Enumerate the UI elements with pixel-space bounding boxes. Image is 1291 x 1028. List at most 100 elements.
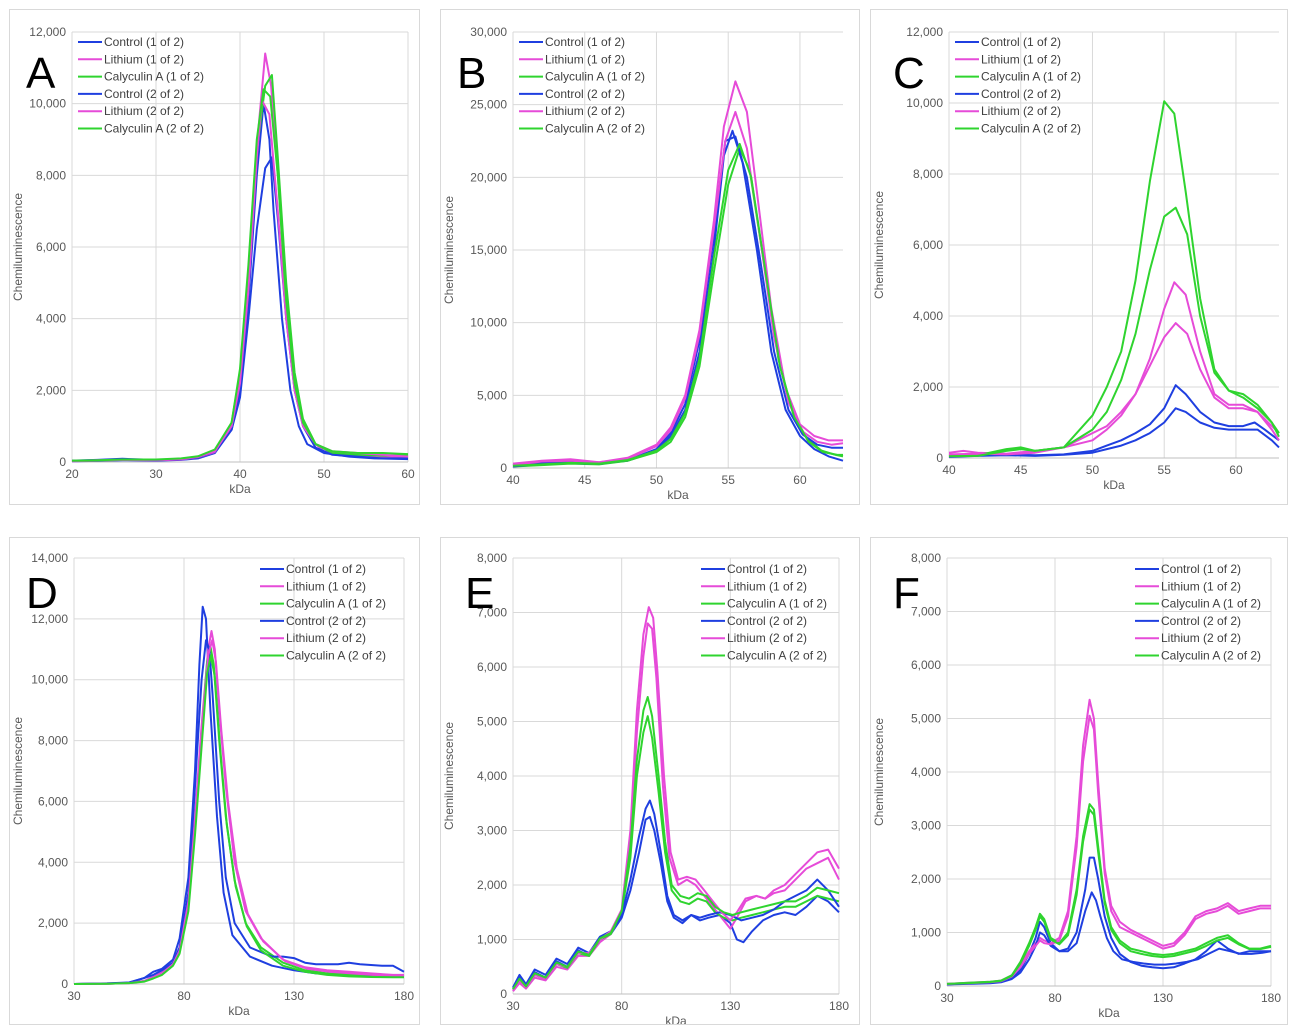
legend-entry: Control (2 of 2) [286, 614, 366, 628]
x-tick-label: 180 [394, 989, 414, 1003]
legend-entry: Control (1 of 2) [545, 35, 625, 49]
panel-letter: E [465, 569, 494, 618]
series-line [946, 808, 1272, 985]
y-tick-label: 10,000 [31, 673, 68, 687]
y-tick-label: 15,000 [470, 243, 507, 257]
series-line [512, 696, 840, 990]
legend-entry: Control (1 of 2) [104, 35, 184, 49]
y-axis-label: Chemiluminescence [11, 717, 25, 825]
y-tick-label: 8,000 [913, 167, 943, 181]
y-tick-label: 0 [500, 987, 507, 1001]
legend-entry: Calyculin A (2 of 2) [286, 649, 386, 663]
x-tick-label: 30 [506, 999, 520, 1013]
y-tick-label: 20,000 [470, 170, 507, 184]
x-tick-label: 40 [506, 473, 520, 487]
y-tick-label: 4,000 [36, 312, 66, 326]
x-tick-label: 50 [1086, 463, 1100, 477]
legend-entry: Calyculin A (2 of 2) [1161, 649, 1261, 663]
y-tick-label: 2,000 [477, 878, 507, 892]
y-axis-label: Chemiluminescence [872, 718, 886, 826]
y-tick-label: 4,000 [913, 309, 943, 323]
x-tick-label: 50 [650, 473, 664, 487]
y-tick-label: 1,000 [911, 926, 941, 940]
y-tick-label: 4,000 [477, 769, 507, 783]
legend-entry: Lithium (2 of 2) [727, 631, 807, 645]
y-tick-label: 8,000 [477, 551, 507, 565]
x-axis-label: kDa [229, 482, 251, 496]
x-tick-label: 55 [722, 473, 736, 487]
chart-panel-c: 0 2,000 4,000 6,000 8,000 10,000 12,000 40 45 50 5… [870, 9, 1288, 505]
x-tick-label: 20 [65, 467, 79, 481]
panel-letter: A [26, 49, 56, 98]
series-line [512, 815, 840, 990]
legend-entry: Control (2 of 2) [1161, 614, 1241, 628]
y-tick-label: 8,000 [36, 168, 66, 182]
y-tick-label: 3,000 [911, 819, 941, 833]
y-tick-label: 0 [934, 979, 941, 993]
y-tick-label: 0 [936, 451, 943, 465]
y-axis-label: Chemiluminescence [442, 722, 456, 830]
panel-letter: C [893, 49, 925, 98]
legend-entry: Calyculin A (2 of 2) [545, 122, 645, 136]
y-tick-label: 14,000 [31, 551, 68, 565]
series-line [948, 281, 1280, 455]
y-tick-label: 8,000 [911, 551, 941, 565]
x-tick-label: 30 [940, 991, 954, 1005]
chart-panel-d: 0 2,000 4,000 6,000 8,000 10,000 12,000 14,000 3… [9, 537, 420, 1025]
y-tick-label: 2,000 [36, 383, 66, 397]
y-tick-label: 2,000 [911, 872, 941, 886]
y-tick-label: 7,000 [477, 606, 507, 620]
series-line [946, 714, 1271, 985]
legend-entry: Control (2 of 2) [104, 87, 184, 101]
x-axis-label: kDa [1098, 1006, 1120, 1020]
panel-letter: F [893, 569, 920, 618]
x-tick-label: 130 [1153, 991, 1173, 1005]
legend-entry: Control (1 of 2) [727, 562, 807, 576]
chart-panel-e: 0 1,000 2,000 3,000 4,000 5,000 6,000 7,000 8,00… [440, 537, 860, 1025]
y-tick-label: 5,000 [477, 715, 507, 729]
chart-panel-f: 0 1,000 2,000 3,000 4,000 5,000 6,000 7,000 8,00… [870, 537, 1288, 1025]
series-line [948, 100, 1280, 458]
y-tick-label: 0 [61, 977, 68, 991]
legend-entry: Calyculin A (1 of 2) [981, 70, 1081, 84]
y-tick-label: 4,000 [911, 765, 941, 779]
series-line [71, 88, 409, 462]
chart-svg: 0 2,000 4,000 6,000 8,000 10,000 12,000 14,000 3… [11, 551, 414, 1018]
y-tick-label: 6,000 [911, 658, 941, 672]
y-tick-label: 10,000 [470, 316, 507, 330]
legend-entry: Lithium (1 of 2) [104, 52, 184, 66]
chart-svg: 0 5,000 10,000 15,000 20,000 25,000 30,000 40 45… [442, 25, 844, 502]
chart-svg: 0 1,000 2,000 3,000 4,000 5,000 6,000 7,000 8,00… [872, 551, 1281, 1020]
legend-entry: Lithium (2 of 2) [1161, 631, 1241, 645]
series-line [73, 639, 404, 985]
legend-entry: Calyculin A (2 of 2) [981, 122, 1081, 136]
legend-entry: Calyculin A (2 of 2) [104, 122, 204, 136]
x-tick-label: 45 [1014, 463, 1028, 477]
y-tick-label: 12,000 [31, 612, 68, 626]
legend-entry: Control (2 of 2) [727, 614, 807, 628]
y-tick-label: 12,000 [906, 25, 943, 39]
x-tick-label: 60 [793, 473, 807, 487]
x-tick-label: 30 [149, 467, 163, 481]
y-tick-label: 0 [500, 461, 507, 475]
panel-letter: D [26, 569, 58, 618]
x-tick-label: 60 [401, 467, 415, 481]
legend-entry: Calyculin A (1 of 2) [545, 70, 645, 84]
x-tick-label: 130 [720, 999, 740, 1013]
y-tick-label: 3,000 [477, 824, 507, 838]
x-axis-label: kDa [228, 1004, 250, 1018]
legend-entry: Calyculin A (2 of 2) [727, 649, 827, 663]
legend-entry: Lithium (1 of 2) [981, 52, 1061, 66]
chart-panel-a: 0 2,000 4,000 6,000 8,000 10,000 12,000 20 30 40 5… [9, 9, 420, 505]
y-tick-label: 10,000 [29, 97, 66, 111]
y-tick-label: 7,000 [911, 605, 941, 619]
series-line [948, 206, 1280, 458]
y-tick-label: 25,000 [470, 98, 507, 112]
legend-entry: Lithium (2 of 2) [104, 104, 184, 118]
y-tick-label: 5,000 [477, 388, 507, 402]
legend-entry: Control (1 of 2) [286, 562, 366, 576]
legend-entry: Control (2 of 2) [981, 87, 1061, 101]
y-axis-label: Chemiluminescence [442, 196, 456, 304]
y-tick-label: 6,000 [477, 660, 507, 674]
legend-entry: Calyculin A (1 of 2) [104, 70, 204, 84]
